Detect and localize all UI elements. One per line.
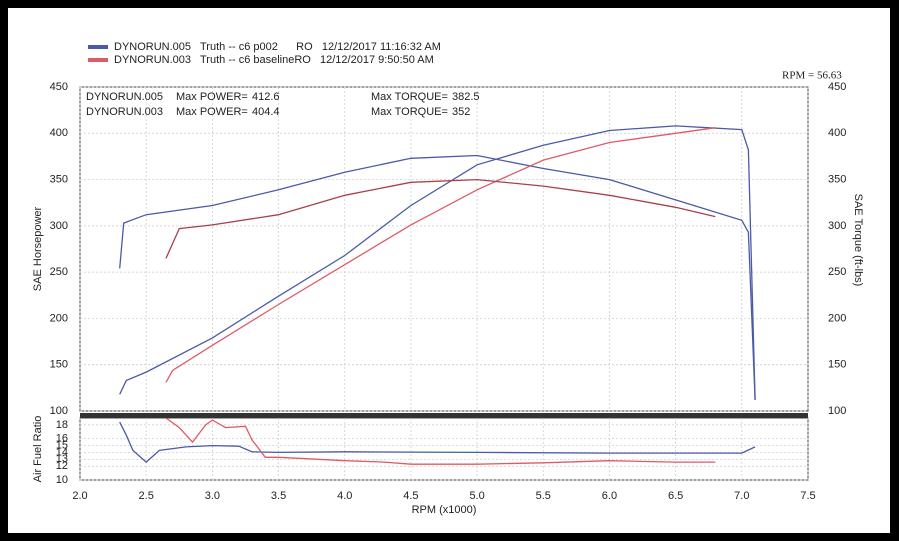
y2-tick-label: 100 [828, 405, 846, 417]
curve [119, 154, 756, 400]
y-tick-label: 200 [50, 312, 68, 324]
y2-tick-label: 150 [828, 359, 846, 371]
x-tick-label: 7.5 [800, 490, 815, 502]
summary-power: 412.6 [252, 91, 280, 103]
rpm-note: RPM = 56.63 [782, 70, 842, 82]
legend-text: DYNORUN.005 Truth -- c6 p002 RO 12/12/20… [114, 41, 441, 53]
y-tick-label: 100 [50, 405, 68, 417]
x-tick-label: 6.5 [668, 490, 683, 502]
y2-axis-label: SAE Torque (ft-lbs) [852, 194, 864, 287]
y-tick-label: 13 [56, 453, 68, 465]
y2-tick-label: 350 [828, 173, 846, 185]
curve [119, 125, 756, 400]
summary-power-text: Max POWER= [176, 91, 248, 103]
summary-torque-text: Max TORQUE= [371, 106, 448, 118]
summary-torque-text: Max TORQUE= [371, 91, 448, 103]
y-tick-label: 18 [56, 419, 68, 431]
legend-text: DYNORUN.003 Truth -- c6 baselineRO 12/12… [114, 54, 434, 66]
x-tick-label: 4.5 [403, 490, 418, 502]
y-axis-label: Air Fuel Ratio [32, 416, 44, 483]
summary-power: 404.4 [252, 106, 280, 118]
y-tick-label: 250 [50, 266, 68, 278]
x-tick-label: 3.5 [271, 490, 286, 502]
y-tick-label: 16 [56, 433, 68, 445]
x-tick-label: 2.0 [72, 490, 87, 502]
y-tick-label: 12 [56, 460, 68, 472]
y-tick-label: 10 [56, 474, 68, 486]
curve [165, 127, 716, 383]
y-tick-label: 350 [50, 173, 68, 185]
summary-torque: 352 [452, 106, 470, 118]
y-axis-label: SAE Horsepower [32, 206, 44, 291]
x-tick-label: 3.0 [205, 490, 220, 502]
panel-divider [80, 413, 808, 418]
plot-area [79, 86, 809, 412]
y2-tick-label: 200 [828, 312, 846, 324]
x-tick-label: 5.5 [536, 490, 551, 502]
y-tick-label: 400 [50, 127, 68, 139]
curve [119, 421, 756, 463]
x-tick-label: 7.0 [734, 490, 749, 502]
y2-tick-label: 400 [828, 127, 846, 139]
y-tick-label: 14 [56, 446, 68, 458]
summary-power-text: Max POWER= [176, 106, 248, 118]
summary-run: DYNORUN.003 [86, 106, 163, 118]
y-tick-label: 450 [50, 81, 68, 93]
y-tick-label: 150 [50, 359, 68, 371]
x-tick-label: 6.0 [602, 490, 617, 502]
x-tick-label: 2.5 [139, 490, 154, 502]
y2-tick-label: 250 [828, 266, 846, 278]
y2-tick-label: 300 [828, 220, 846, 232]
x-tick-label: 5.0 [469, 490, 484, 502]
curve [165, 178, 716, 259]
x-axis-label: RPM (x1000) [412, 504, 477, 516]
summary-run: DYNORUN.005 [86, 91, 163, 103]
summary-torque: 382.5 [452, 91, 480, 103]
y-tick-label: 15 [56, 439, 68, 451]
plot-area [79, 417, 809, 481]
curve [165, 417, 716, 465]
y-tick-label: 300 [50, 220, 68, 232]
y2-tick-label: 450 [828, 81, 846, 93]
x-tick-label: 4.0 [337, 490, 352, 502]
